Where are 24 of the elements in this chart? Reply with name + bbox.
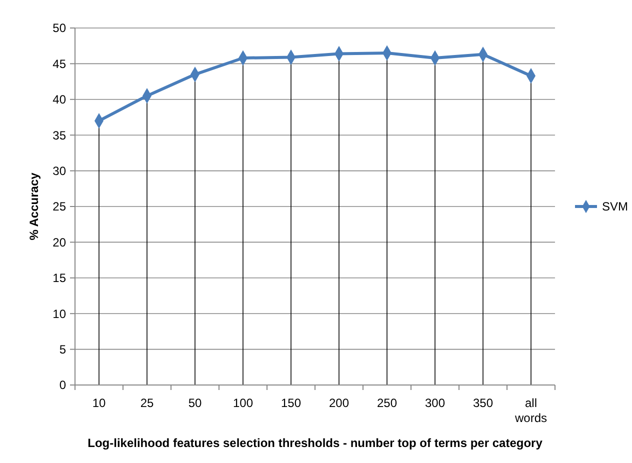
x-tick-label: 350 [472, 396, 494, 410]
x-tick-label: 100 [232, 396, 254, 410]
y-tick-label: 50 [52, 21, 66, 36]
x-tick-label: 25 [140, 396, 154, 410]
x-tick-label: 50 [188, 396, 202, 410]
x-tick-label: 10 [92, 396, 106, 410]
y-tick-label: 15 [52, 271, 66, 286]
x-tick-label: 200 [328, 396, 350, 410]
y-tick-label: 35 [52, 128, 66, 142]
y-tick-label: 5 [59, 342, 66, 356]
y-tick-label: 20 [52, 235, 66, 250]
x-tick-label: 250 [376, 396, 398, 410]
x-tick-label: 150 [280, 396, 302, 410]
y-tick-label: 25 [52, 200, 66, 214]
y-axis-title: % Accuracy [27, 172, 41, 240]
x-axis-title: Log-likelihood features selection thresholds - number top of terms per category [88, 436, 543, 450]
y-tick-label: 0 [59, 378, 66, 392]
y-tick-label: 10 [52, 306, 66, 321]
y-tick-label: 40 [52, 92, 66, 107]
y-tick-label: 30 [52, 164, 66, 178]
legend-label: SVM [602, 200, 628, 214]
x-tick-label: all words [514, 396, 548, 425]
y-tick-label: 45 [52, 56, 66, 71]
x-tick-label: 300 [424, 396, 446, 410]
